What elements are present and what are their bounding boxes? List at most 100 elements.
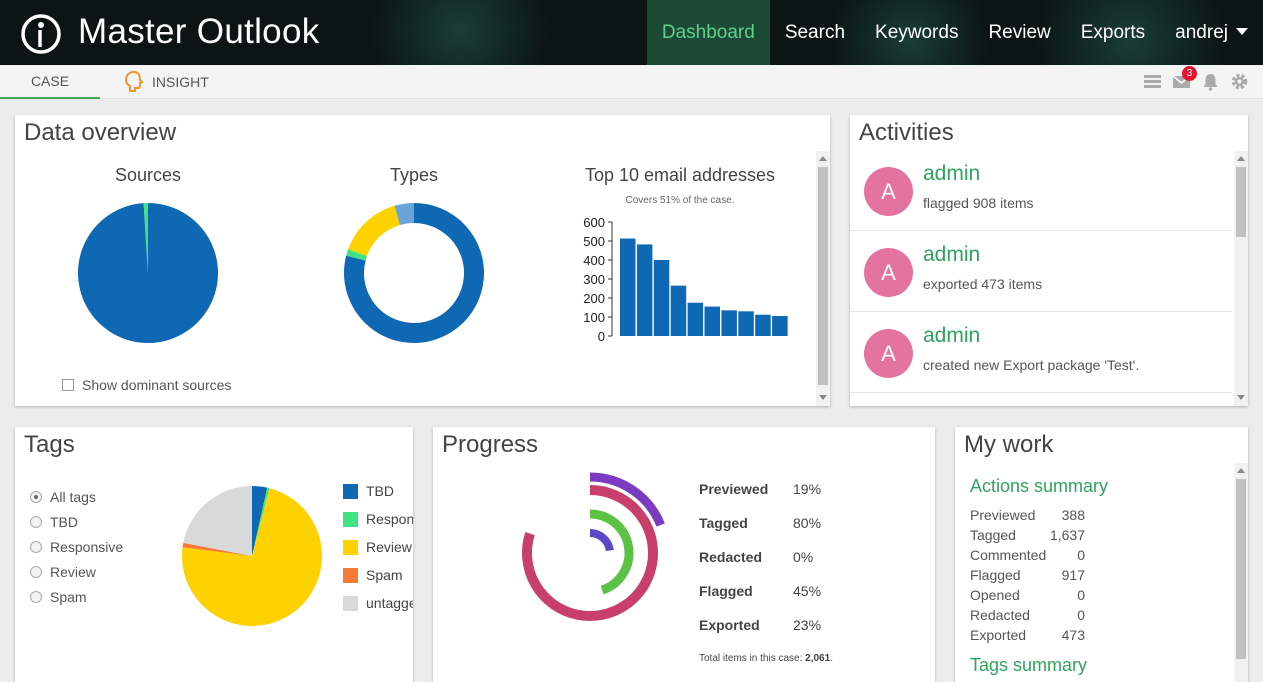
bar[interactable] [738,311,754,336]
sources-pie-chart[interactable] [78,203,218,343]
user-menu[interactable]: andrej [1160,0,1263,65]
scrollbar-thumb[interactable] [1236,167,1246,237]
activity-user-link[interactable]: admin [923,243,981,266]
bar[interactable] [721,310,737,336]
bar[interactable] [687,302,704,336]
pie-slice[interactable] [183,486,252,556]
pie-slice[interactable] [182,542,252,556]
top-emails-bar-chart[interactable]: 0 100 200 300 400 500 600 [560,212,790,342]
nav-keywords[interactable]: Keywords [875,22,959,43]
panel-title: Progress [442,431,539,458]
tag-filter-responsive[interactable]: Responsive [30,539,123,555]
panel-title: Data overview [24,119,177,146]
legend-item-review[interactable]: Review [343,539,412,555]
activity-item[interactable]: A admin exported 473 items [850,231,1232,312]
activities-scrollbar[interactable] [1234,151,1248,406]
data-overview-scrollbar[interactable] [816,151,830,406]
nav-search[interactable]: Search [784,22,846,43]
legend-swatch [343,595,358,611]
y-tick-label: 400 [583,253,605,268]
bar[interactable] [653,260,670,336]
app-title[interactable]: Master Outlook [78,12,320,51]
bar[interactable] [772,316,788,336]
tags-pie-chart[interactable] [182,486,322,626]
pie-slice[interactable] [394,203,415,226]
tag-filter-tbd[interactable]: TBD [30,514,78,530]
scroll-down-icon[interactable] [1237,395,1245,400]
action-value: 473 [1061,627,1085,643]
y-tick-label: 600 [583,215,605,230]
radio-button[interactable] [30,516,42,528]
lightbulb-head-icon [124,70,144,92]
progress-arc[interactable] [589,472,665,527]
bar[interactable] [620,238,636,336]
activity-item[interactable]: A admin flagged 908 items [850,150,1232,231]
bar[interactable] [704,306,721,336]
tab-case[interactable]: CASE [0,65,100,99]
panel-title: My work [964,431,1054,458]
gear-icon[interactable] [1230,72,1249,91]
progress-arc[interactable] [589,509,634,595]
tab-insight[interactable]: INSIGHT [124,65,209,99]
pie-slice[interactable] [78,203,218,343]
activity-user-link[interactable]: admin [923,162,981,185]
scroll-up-icon[interactable] [1237,156,1245,161]
action-value: 917 [1061,567,1085,583]
bell-icon[interactable] [1201,72,1220,91]
radio-button[interactable] [30,566,42,578]
nav-dashboard[interactable]: Dashboard [646,0,770,65]
tag-filter-all[interactable]: All tags [30,489,96,505]
pie-slice[interactable] [252,486,268,556]
legend-item-responsive[interactable]: Responsive [343,511,413,527]
activity-user-link[interactable]: admin [923,324,981,347]
show-dominant-checkbox[interactable] [62,379,74,391]
legend-swatch [343,511,358,527]
avatar: A [864,167,913,216]
scrollbar-thumb[interactable] [818,167,828,385]
pie-slice[interactable] [143,203,148,273]
action-label: Commented [970,547,1047,563]
action-value: 0 [1077,587,1085,603]
my-work-scrollbar[interactable] [1234,463,1248,682]
scroll-up-icon[interactable] [1237,468,1245,473]
pie-slice[interactable] [348,205,401,257]
legend-item-tbd[interactable]: TBD [343,483,394,499]
app-logo-icon[interactable] [20,13,62,55]
progress-arc[interactable] [589,529,614,552]
progress-arc[interactable] [522,485,658,621]
pie-slice[interactable] [344,203,484,343]
server-list-icon[interactable] [1143,72,1162,91]
types-donut-chart[interactable] [344,203,484,343]
pie-slice[interactable] [252,487,270,556]
scroll-up-icon[interactable] [819,156,827,161]
radio-button[interactable] [30,541,42,553]
mail-notifications[interactable]: 3 [1172,66,1197,91]
activity-item[interactable]: A admin created new Export package 'Test… [850,312,1232,393]
tag-filter-spam[interactable]: Spam [30,589,87,605]
header-background-glow [360,0,560,65]
bar[interactable] [670,285,687,336]
pie-slice[interactable] [182,488,322,626]
nav-exports[interactable]: Exports [1080,22,1146,43]
bar[interactable] [636,244,653,336]
avatar: A [864,248,913,297]
scroll-down-icon[interactable] [819,395,827,400]
radio-button[interactable] [30,491,42,503]
scrollbar-thumb[interactable] [1236,479,1246,659]
pie-slice[interactable] [346,249,367,261]
legend-item-spam[interactable]: Spam [343,567,403,583]
nav-review[interactable]: Review [988,22,1051,43]
progress-label: Flagged [699,583,753,599]
action-label: Redacted [970,607,1030,623]
legend-item-untagged[interactable]: untagged [343,595,413,611]
tag-filter-label: Responsive [50,539,124,555]
tag-filter-review[interactable]: Review [30,564,96,580]
bar[interactable] [755,314,771,336]
panel-title: Tags [24,431,75,458]
types-chart-title: Types [389,165,439,185]
progress-panel: Progress Previewed 19% Tagged 80% Redacted… [433,427,935,682]
progress-radial-chart[interactable] [500,463,680,643]
show-dominant-toggle[interactable]: Show dominant sources [62,377,231,393]
radio-button[interactable] [30,591,42,603]
progress-value: 23% [793,617,822,633]
